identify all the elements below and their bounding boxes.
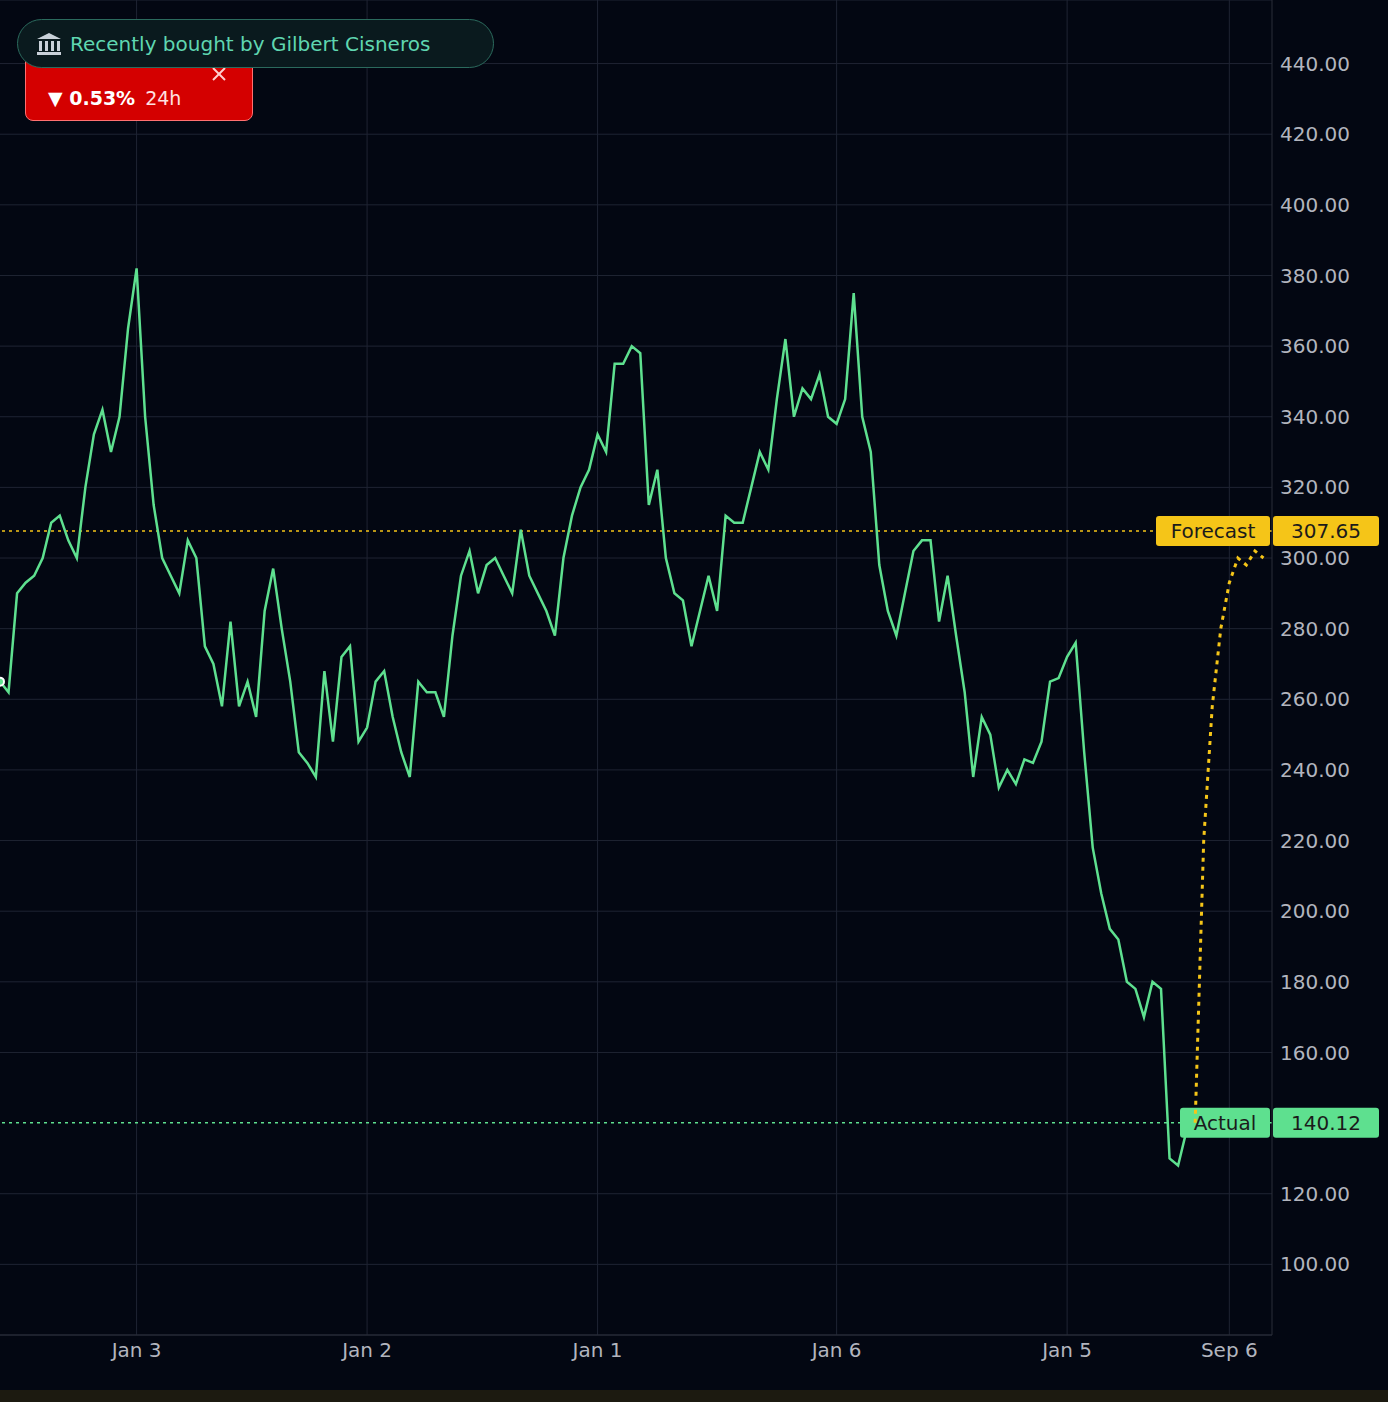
svg-text:240.00: 240.00 xyxy=(1280,758,1350,782)
svg-text:100.00: 100.00 xyxy=(1280,1252,1350,1276)
svg-text:320.00: 320.00 xyxy=(1280,475,1350,499)
svg-text:380.00: 380.00 xyxy=(1280,264,1350,288)
svg-text:280.00: 280.00 xyxy=(1280,617,1350,641)
svg-text:307.65: 307.65 xyxy=(1291,519,1361,543)
svg-text:360.00: 360.00 xyxy=(1280,334,1350,358)
svg-text:420.00: 420.00 xyxy=(1280,122,1350,146)
svg-text:260.00: 260.00 xyxy=(1280,687,1350,711)
svg-text:Jan 2: Jan 2 xyxy=(340,1338,392,1362)
svg-text:400.00: 400.00 xyxy=(1280,193,1350,217)
svg-text:300.00: 300.00 xyxy=(1280,546,1350,570)
svg-text:120.00: 120.00 xyxy=(1280,1182,1350,1206)
svg-text:340.00: 340.00 xyxy=(1280,405,1350,429)
svg-text:140.12: 140.12 xyxy=(1291,1111,1361,1135)
svg-text:220.00: 220.00 xyxy=(1280,829,1350,853)
html-text:24h: 24h xyxy=(145,87,182,109)
svg-text:Jan 6: Jan 6 xyxy=(810,1338,862,1362)
svg-text:200.00: 200.00 xyxy=(1280,899,1350,923)
svg-text:440.00: 440.00 xyxy=(1280,52,1350,76)
svg-text:Jan 1: Jan 1 xyxy=(571,1338,623,1362)
svg-text:Forecast: Forecast xyxy=(1171,519,1256,543)
svg-text:Jan 5: Jan 5 xyxy=(1040,1338,1092,1362)
svg-text:180.00: 180.00 xyxy=(1280,970,1350,994)
html-text:Recently bought by Gilbert Cis: Recently bought by Gilbert Cisneros xyxy=(70,31,431,56)
svg-text:Jan 3: Jan 3 xyxy=(110,1338,162,1362)
html-text:▼ 0.53%: ▼ 0.53% xyxy=(48,87,136,109)
svg-text:Sep 6: Sep 6 xyxy=(1201,1338,1258,1362)
svg-text:Actual: Actual xyxy=(1194,1111,1257,1135)
svg-text:160.00: 160.00 xyxy=(1280,1041,1350,1065)
